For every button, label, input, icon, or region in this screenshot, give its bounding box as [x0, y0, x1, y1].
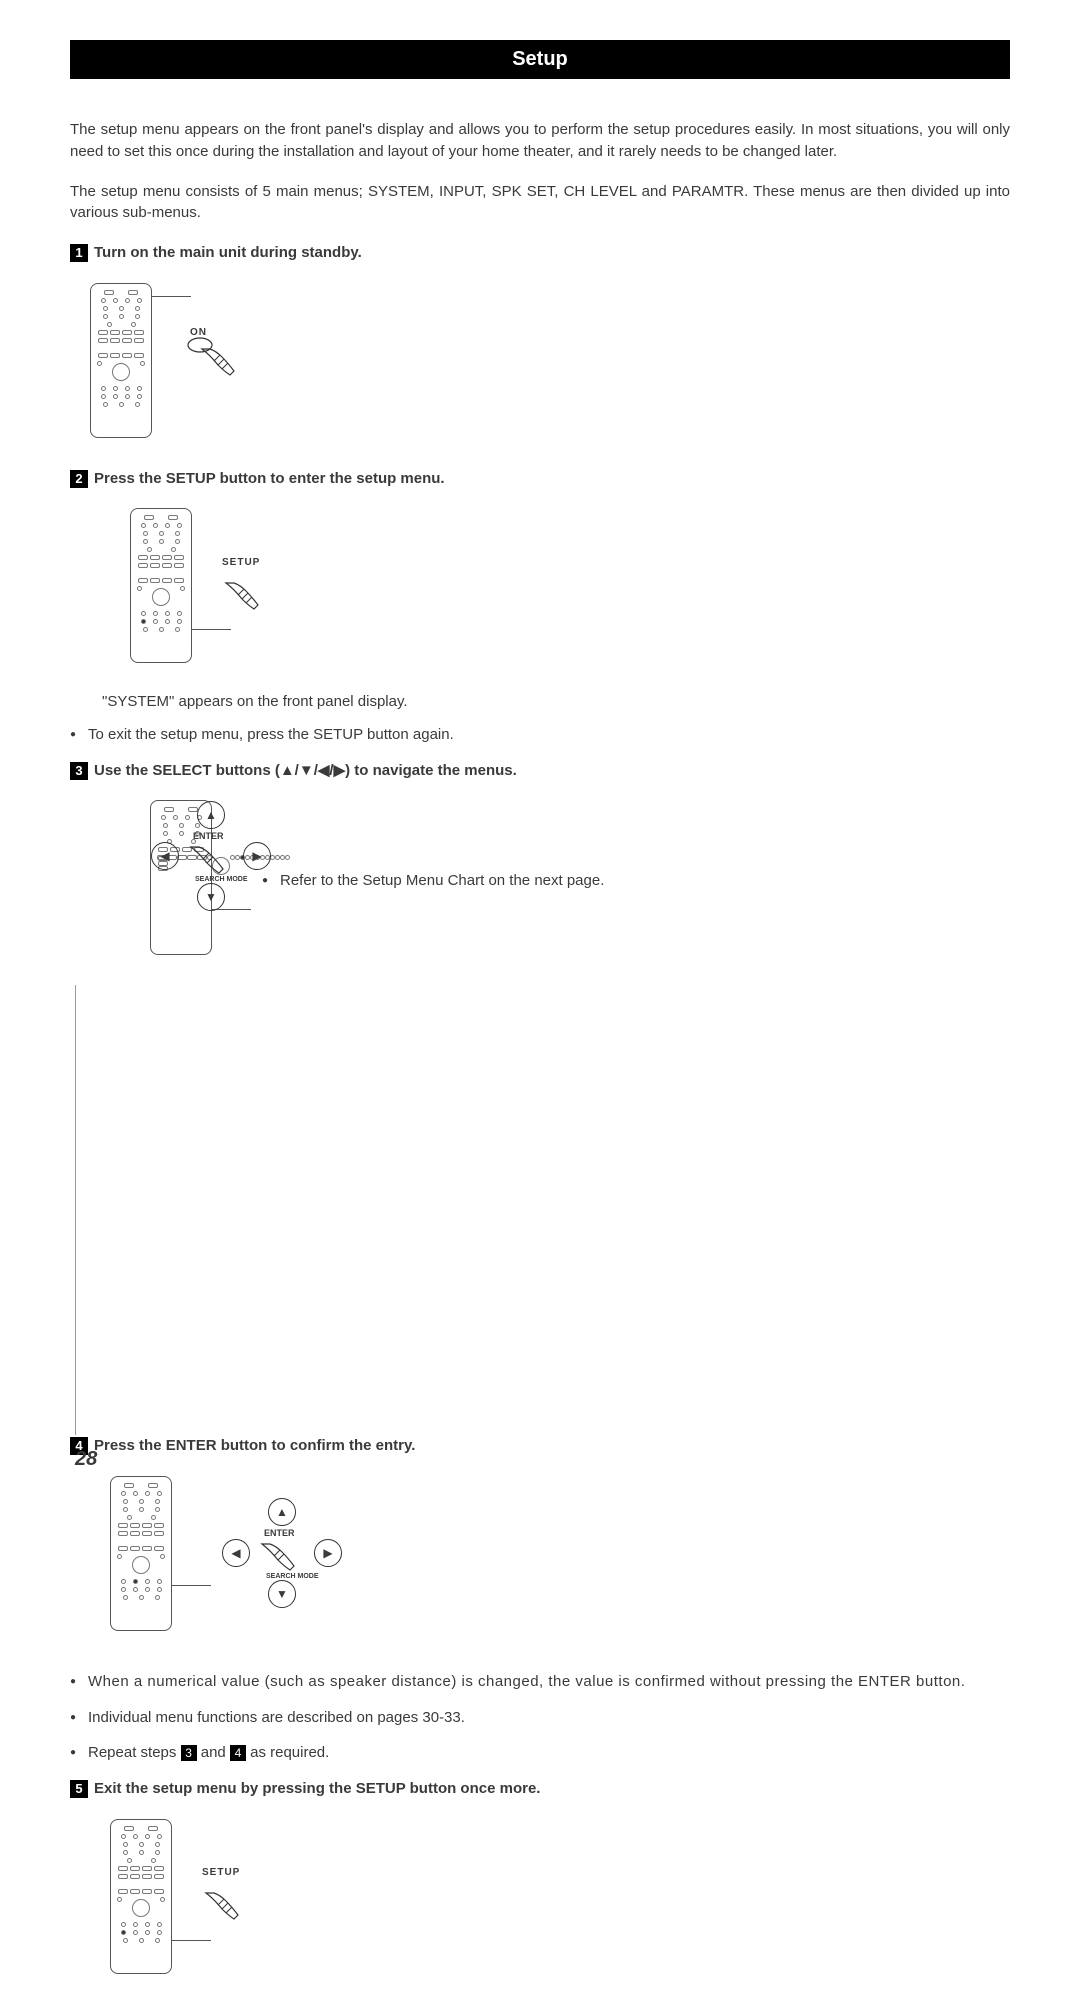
enter-label: ENTER — [193, 831, 224, 841]
step-4-bullet-3c: as required. — [246, 1744, 329, 1761]
enter-label: ENTER — [264, 1528, 295, 1538]
nav-pad-icon: ▲ ▼ ◀ ▶ ENTER SEARCH MODE — [151, 801, 271, 911]
step-4-bullet-2: Individual menu functions are described … — [70, 1707, 1010, 1729]
step-2-bullet: To exit the setup menu, press the SETUP … — [70, 724, 1010, 746]
step-4-text: Press the ENTER button to confirm the en… — [94, 1435, 1010, 1458]
step-number-1: 1 — [70, 244, 88, 262]
intro-para-2: The setup menu consists of 5 main menus;… — [70, 181, 1010, 225]
nav-right-icon: ▶ — [314, 1539, 342, 1567]
hand-press-icon: SETUP — [222, 561, 282, 611]
nav-left-icon: ◀ — [151, 842, 179, 870]
nav-down-icon: ▼ — [268, 1580, 296, 1608]
step-2-figure: SETUP — [130, 508, 1010, 663]
step-4-bullet-1: When a numerical value (such as speaker … — [70, 1671, 1010, 1693]
step-3-figure: ▲ ▼ ◀ ▶ ENTER SEARCH MODE Refer to the S… — [150, 800, 1010, 955]
intro-para-1: The setup menu appears on the front pane… — [70, 119, 1010, 163]
step-4-figure: ▲ ▼ ◀ ▶ ENTER SEARCH MODE — [110, 1476, 1010, 1631]
remote-icon — [130, 508, 192, 663]
on-label: ON — [190, 327, 207, 338]
step-number-2: 2 — [70, 470, 88, 488]
step-4-bullet-3b: and — [197, 1744, 230, 1761]
nav-down-icon: ▼ — [197, 883, 225, 911]
step-5: 5 Exit the setup menu by pressing the SE… — [70, 1778, 1010, 1801]
step-4-bullet-3a: Repeat steps — [88, 1744, 181, 1761]
nav-up-icon: ▲ — [268, 1498, 296, 1526]
inline-num-4: 4 — [230, 1745, 246, 1761]
step-4: 4 Press the ENTER button to confirm the … — [70, 1435, 1010, 1458]
step-3: 3 Use the SELECT buttons (▲/▼/◀/▶) to na… — [70, 760, 1010, 783]
page-number: 28 — [75, 1448, 97, 1471]
page-title: Setup — [70, 40, 1010, 79]
remote-icon — [110, 1476, 172, 1631]
step-number-3: 3 — [70, 762, 88, 780]
step-5-figure: SETUP — [110, 1819, 1010, 1974]
setup-label: SETUP — [222, 557, 260, 568]
remote-icon — [90, 283, 152, 438]
step-3-text: Use the SELECT buttons (▲/▼/◀/▶) to navi… — [94, 760, 1010, 783]
step-5-text: Exit the setup menu by pressing the SETU… — [94, 1778, 1010, 1801]
step-1-figure: ON — [90, 283, 1010, 438]
content-columns: The setup menu appears on the front pane… — [70, 119, 1010, 2004]
step-number-5: 5 — [70, 1780, 88, 1798]
column-divider — [75, 985, 76, 1435]
nav-left-icon: ◀ — [222, 1539, 250, 1567]
step-1: 1 Turn on the main unit during standby. — [70, 242, 1010, 265]
step-4-bullet-3: Repeat steps 3 and 4 as required. — [70, 1742, 1010, 1764]
inline-num-3: 3 — [181, 1745, 197, 1761]
remote-icon — [110, 1819, 172, 1974]
left-column: The setup menu appears on the front pane… — [70, 119, 1010, 2004]
setup-label: SETUP — [202, 1867, 240, 1878]
step-2-text: Press the SETUP button to enter the setu… — [94, 468, 1010, 491]
right-column: 4 Press the ENTER button to confirm the … — [70, 1435, 1010, 1973]
nav-right-icon: ▶ — [243, 842, 271, 870]
step-2-caption: "SYSTEM" appears on the front panel disp… — [102, 693, 1010, 710]
hand-press-icon: ON — [182, 335, 242, 385]
hand-press-icon: SETUP — [202, 1871, 262, 1921]
nav-up-icon: ▲ — [197, 801, 225, 829]
remote-icon: ▲ ▼ ◀ ▶ ENTER SEARCH MODE — [150, 800, 212, 955]
step-2: 2 Press the SETUP button to enter the se… — [70, 468, 1010, 491]
step-1-text: Turn on the main unit during standby. — [94, 242, 1010, 265]
step-3-bullet: Refer to the Setup Menu Chart on the nex… — [262, 870, 604, 892]
nav-pad-icon: ▲ ▼ ◀ ▶ ENTER SEARCH MODE — [222, 1498, 342, 1608]
